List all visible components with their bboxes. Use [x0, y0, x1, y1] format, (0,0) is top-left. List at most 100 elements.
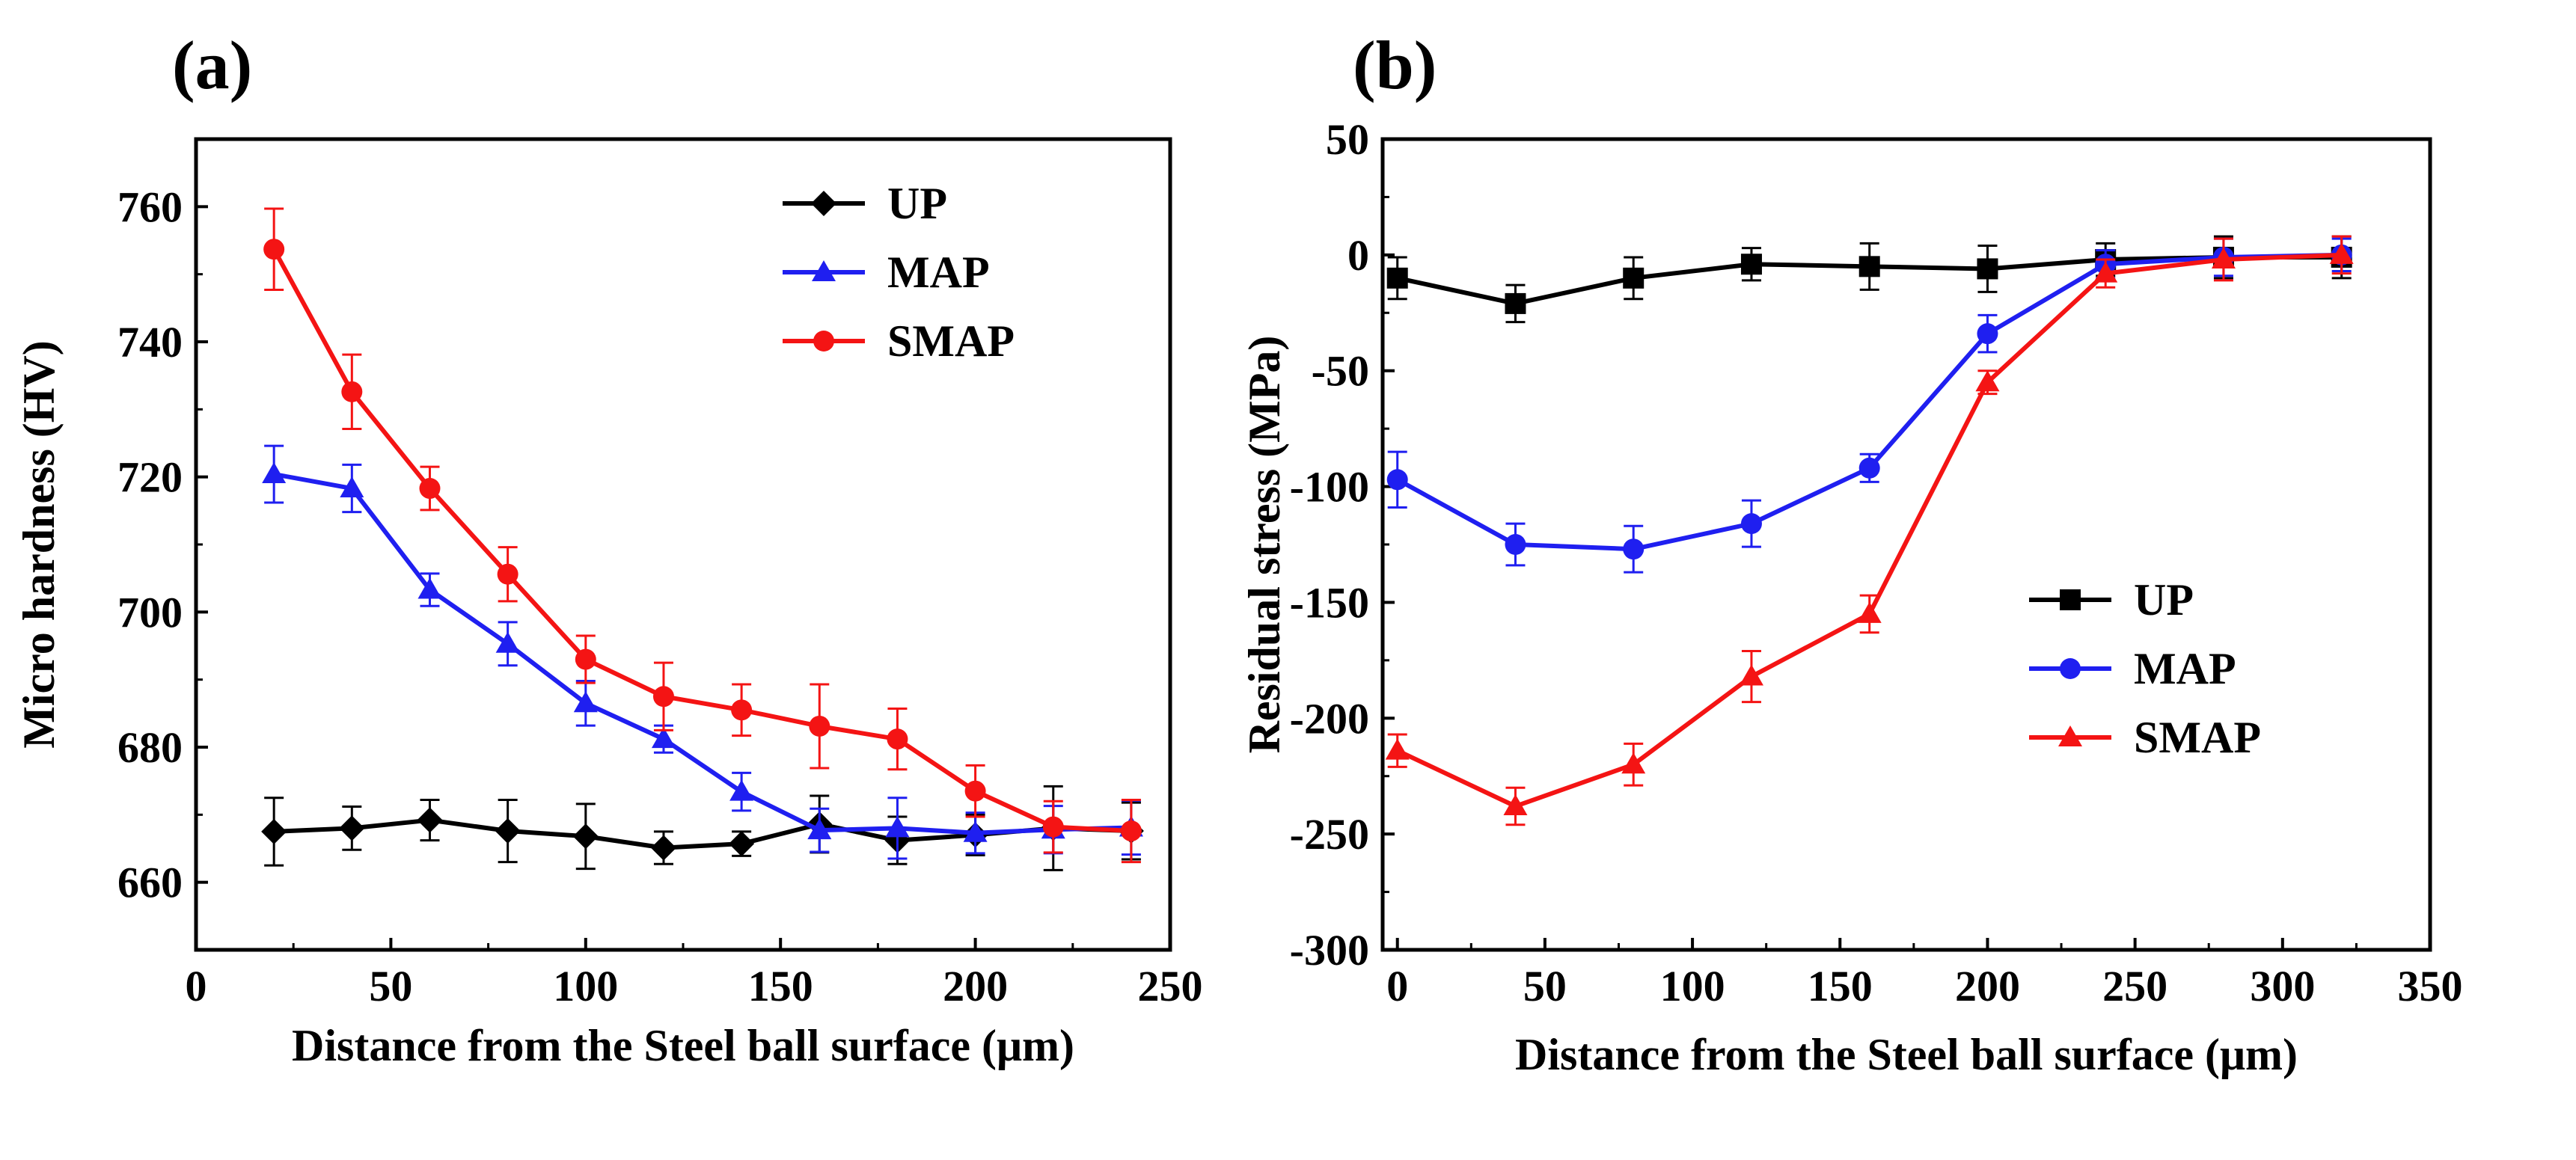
y-tick-label: 50 — [1326, 115, 1369, 164]
data-point — [650, 835, 676, 861]
y-tick-label: -300 — [1290, 926, 1369, 975]
x-axis-title: Distance from the Steel ball surface (μm… — [292, 1021, 1074, 1070]
y-tick-label: 700 — [117, 588, 183, 636]
data-point — [731, 699, 753, 721]
data-point — [1505, 534, 1526, 555]
x-tick-label: 100 — [1660, 962, 1725, 1010]
data-point — [652, 686, 674, 708]
x-tick-label: 300 — [2250, 962, 2315, 1010]
series-map — [262, 444, 1143, 860]
data-point — [497, 563, 518, 585]
data-point — [572, 823, 599, 850]
data-point — [417, 577, 442, 599]
data-point — [2093, 261, 2118, 283]
panel-label-b: (b) — [1353, 27, 1437, 103]
series-up — [261, 785, 1144, 871]
legend-marker — [813, 331, 834, 352]
data-point — [1386, 469, 1408, 491]
series-line — [272, 248, 1132, 834]
legend-marker — [811, 191, 836, 216]
legend-marker — [812, 260, 836, 281]
legend-marker — [2058, 725, 2082, 746]
legend-label: SMAP — [887, 316, 1015, 366]
x-axis-title: Distance from the Steel ball surface (μm… — [1515, 1030, 2298, 1079]
legend-label: UP — [887, 179, 947, 228]
data-point — [495, 631, 520, 653]
data-point — [1740, 513, 1762, 535]
panel-a: (a) 0 50 100 150 200 250 660 680 700 720 740 760 Dis… — [14, 27, 1203, 1070]
series-smap — [263, 207, 1142, 864]
y-tick-label: 680 — [117, 723, 183, 772]
data-point — [885, 816, 910, 838]
data-point — [963, 820, 988, 842]
y-axis-title: Micro hardness (HV) — [14, 340, 64, 749]
data-point — [1739, 664, 1763, 686]
data-point — [729, 831, 755, 857]
data-point — [339, 815, 365, 841]
data-point — [1042, 816, 1064, 838]
y-tick-label: -100 — [1290, 463, 1369, 512]
y-axis-title: Residual stress (MPa) — [1240, 336, 1289, 754]
data-point — [1977, 323, 1998, 345]
data-point — [1120, 820, 1142, 842]
x-tick-label: 250 — [2102, 962, 2167, 1010]
data-point — [1505, 292, 1526, 314]
y-tick-label: 760 — [117, 182, 183, 231]
panel-label-a: (a) — [172, 27, 252, 103]
panel-b: (b) 0 50 100 150 200 250 300 350 50 0 -50 -100 -150 -… — [1240, 27, 2463, 1079]
data-point — [1857, 601, 1882, 623]
data-point — [1621, 752, 1646, 774]
x-tick-label: 100 — [553, 962, 618, 1010]
x-tick-label: 250 — [1138, 962, 1203, 1010]
y-tick-label: -200 — [1290, 694, 1369, 743]
data-point — [807, 818, 832, 840]
data-point — [964, 780, 986, 802]
x-tick-label: 50 — [369, 962, 412, 1010]
legend-label: MAP — [887, 248, 990, 297]
data-point — [1623, 267, 1645, 289]
legend-label: UP — [2134, 575, 2194, 625]
y-tick-label: 740 — [117, 318, 183, 366]
series-up — [1386, 235, 2352, 324]
y-tick-label: -250 — [1290, 810, 1369, 859]
x-tick-label: 150 — [1808, 962, 1873, 1010]
series-line — [273, 472, 1131, 835]
data-point — [575, 648, 596, 670]
data-point — [2329, 242, 2354, 264]
data-point — [809, 715, 830, 737]
legend-label: SMAP — [2134, 713, 2261, 762]
data-point — [1977, 258, 1998, 280]
data-point — [1385, 738, 1410, 760]
data-point — [729, 779, 754, 801]
data-point — [419, 478, 441, 500]
data-point — [340, 476, 364, 498]
legend-marker — [2060, 658, 2081, 679]
data-point — [1623, 538, 1645, 560]
data-point — [495, 818, 521, 844]
x-tick-label: 50 — [1523, 962, 1567, 1010]
data-point — [262, 462, 287, 484]
y-tick-label: -150 — [1290, 578, 1369, 627]
x-tick-label: 200 — [1955, 962, 2020, 1010]
x-tick-label: 350 — [2398, 962, 2463, 1010]
data-point — [341, 381, 363, 402]
legend-label: MAP — [2134, 644, 2236, 693]
x-tick-label: 0 — [186, 962, 207, 1010]
data-point — [651, 727, 676, 749]
data-point — [887, 728, 908, 750]
y-tick-label: 720 — [117, 453, 183, 502]
data-point — [1740, 254, 1762, 275]
data-point — [417, 807, 443, 833]
x-tick-label: 0 — [1386, 962, 1408, 1010]
x-tick-label: 200 — [943, 962, 1008, 1010]
data-point — [573, 691, 598, 713]
data-point — [1858, 256, 1880, 277]
data-point — [1858, 457, 1880, 479]
y-tick-label: 660 — [117, 859, 183, 907]
data-point — [2211, 248, 2236, 269]
data-point — [1975, 370, 2000, 392]
data-point — [261, 818, 287, 844]
legend-marker — [2060, 589, 2081, 610]
y-tick-label: -50 — [1312, 347, 1369, 396]
